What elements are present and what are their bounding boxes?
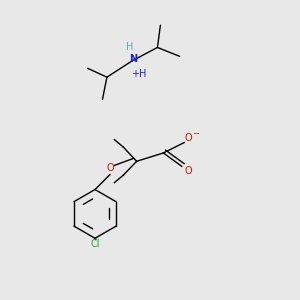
Text: +H: +H — [131, 69, 146, 79]
Text: O: O — [185, 133, 193, 143]
Text: O: O — [184, 166, 192, 176]
Text: −: − — [193, 129, 200, 138]
Text: Cl: Cl — [90, 238, 100, 249]
Text: N: N — [129, 54, 137, 64]
Text: O: O — [106, 163, 114, 173]
Text: H: H — [125, 42, 133, 52]
